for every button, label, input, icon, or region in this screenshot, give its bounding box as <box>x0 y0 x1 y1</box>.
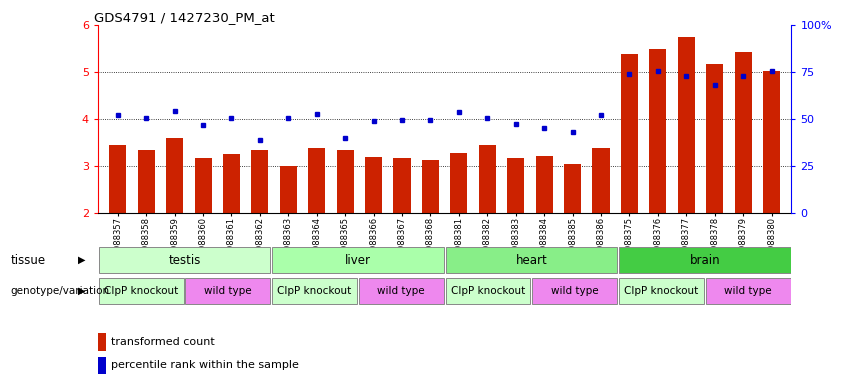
Text: transformed count: transformed count <box>111 337 215 347</box>
Bar <box>706 63 723 213</box>
Bar <box>359 278 443 304</box>
Text: ClpP knockout: ClpP knockout <box>451 286 525 296</box>
Bar <box>272 278 357 304</box>
Bar <box>649 50 666 213</box>
Bar <box>535 156 552 213</box>
Text: wild type: wild type <box>551 286 598 296</box>
Bar <box>166 138 183 213</box>
Text: tissue: tissue <box>10 254 45 266</box>
Bar <box>393 157 410 213</box>
Bar <box>99 247 271 273</box>
Bar <box>109 145 126 213</box>
Bar <box>251 150 268 213</box>
Bar <box>621 54 638 213</box>
Text: wild type: wild type <box>724 286 772 296</box>
Bar <box>98 333 106 351</box>
Text: ClpP knockout: ClpP knockout <box>625 286 699 296</box>
Bar <box>223 154 240 213</box>
Bar <box>532 278 617 304</box>
Text: wild type: wild type <box>204 286 252 296</box>
Bar <box>98 356 106 374</box>
Bar <box>564 164 581 213</box>
Text: ▶: ▶ <box>78 286 86 296</box>
Bar <box>308 148 325 213</box>
Text: testis: testis <box>168 254 201 266</box>
Bar <box>446 278 530 304</box>
Bar <box>186 278 271 304</box>
Bar <box>619 247 791 273</box>
Text: wild type: wild type <box>378 286 426 296</box>
Bar <box>422 161 439 213</box>
Bar <box>619 278 704 304</box>
Text: genotype/variation: genotype/variation <box>10 286 109 296</box>
Bar <box>705 278 791 304</box>
Text: ClpP knockout: ClpP knockout <box>104 286 179 296</box>
Text: GDS4791 / 1427230_PM_at: GDS4791 / 1427230_PM_at <box>94 11 275 24</box>
Bar <box>677 37 694 213</box>
Text: ▶: ▶ <box>78 255 86 265</box>
Bar <box>763 71 780 213</box>
Bar <box>272 247 443 273</box>
Text: percentile rank within the sample: percentile rank within the sample <box>111 360 300 370</box>
Text: heart: heart <box>516 254 547 266</box>
Bar <box>592 148 609 213</box>
Text: ClpP knockout: ClpP knockout <box>277 286 351 296</box>
Bar <box>337 150 354 213</box>
Bar <box>195 157 212 213</box>
Bar <box>507 157 524 213</box>
Bar <box>138 150 155 213</box>
Bar <box>365 157 382 213</box>
Text: liver: liver <box>345 254 371 266</box>
Bar <box>446 247 617 273</box>
Bar <box>99 278 184 304</box>
Text: brain: brain <box>689 254 720 266</box>
Bar <box>450 153 467 213</box>
Bar <box>734 52 751 213</box>
Bar <box>479 145 496 213</box>
Bar <box>280 166 297 213</box>
